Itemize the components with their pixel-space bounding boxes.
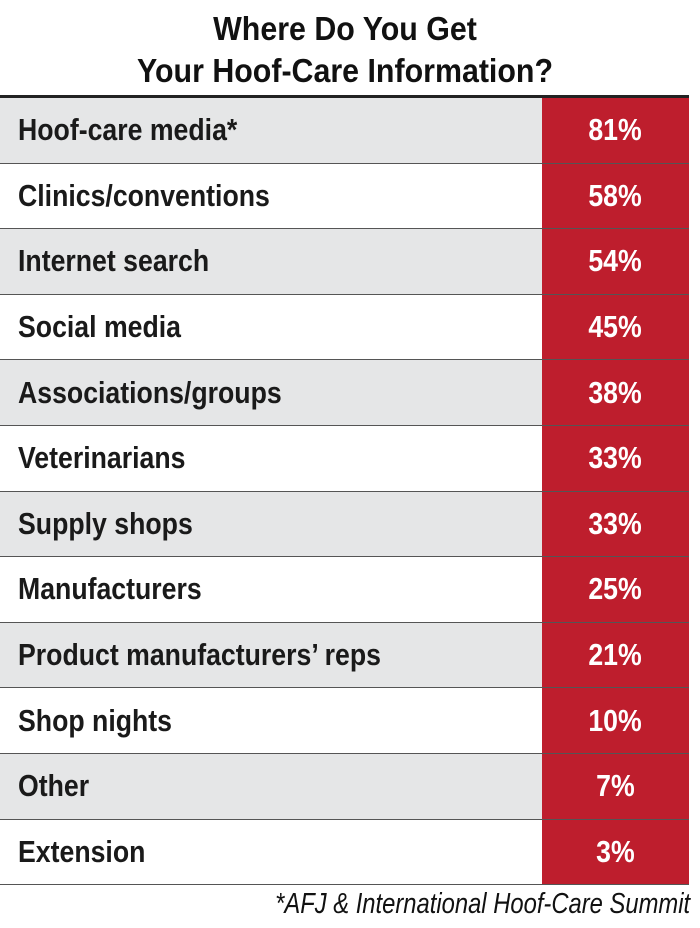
title-line-2: Your Hoof-Care Information? — [136, 52, 554, 89]
row-label: Veterinarians — [18, 440, 186, 476]
row-value: 21% — [588, 637, 643, 673]
row-label-cell: Product manufacturers’ reps — [0, 622, 542, 688]
row-label-cell: Supply shops — [0, 491, 542, 557]
row-value: 45% — [588, 309, 643, 345]
table-row: Social media 45% — [0, 294, 689, 361]
row-label: Internet search — [18, 243, 210, 279]
row-value: 33% — [588, 505, 643, 541]
row-value-cell: 33% — [542, 491, 689, 557]
row-label: Product manufacturers’ reps — [18, 637, 381, 673]
row-value: 81% — [588, 112, 643, 148]
table-row: Product manufacturers’ reps 21% — [0, 622, 689, 689]
row-label: Manufacturers — [18, 571, 202, 607]
row-label-cell: Other — [0, 753, 542, 819]
row-label: Extension — [18, 833, 146, 869]
row-label-cell: Veterinarians — [0, 426, 542, 491]
row-value-cell: 21% — [542, 622, 689, 688]
row-label: Supply shops — [18, 505, 193, 541]
row-value: 38% — [588, 374, 643, 410]
table-row: Supply shops 33% — [0, 491, 689, 558]
table-row: Extension 3% — [0, 819, 689, 886]
row-label-cell: Manufacturers — [0, 557, 542, 622]
row-label-cell: Associations/groups — [0, 360, 542, 425]
row-value: 10% — [588, 702, 643, 738]
row-value-cell: 45% — [542, 294, 689, 360]
row-label-cell: Social media — [0, 295, 542, 360]
row-label-cell: Clinics/conventions — [0, 164, 542, 229]
row-value: 54% — [588, 243, 643, 279]
row-value-cell: 54% — [542, 229, 689, 294]
row-value-cell: 33% — [542, 425, 689, 491]
row-label: Clinics/conventions — [18, 177, 270, 213]
data-table: Hoof-care media* 81% Clinics/conventions 58… — [0, 95, 689, 886]
row-label: Other — [18, 768, 90, 804]
row-value: 25% — [588, 571, 643, 607]
row-value-cell: 25% — [542, 557, 689, 622]
table-row: Veterinarians 33% — [0, 425, 689, 492]
row-value: 58% — [588, 177, 643, 213]
row-label: Associations/groups — [18, 374, 282, 410]
title-line-1: Where Do You Get — [213, 10, 477, 47]
row-value: 3% — [596, 833, 635, 869]
table-row: Hoof-care media* 81% — [0, 98, 689, 164]
row-value-cell: 7% — [542, 753, 689, 819]
row-value-cell: 38% — [542, 360, 689, 425]
row-label: Hoof-care media* — [18, 112, 238, 148]
row-value-cell: 81% — [542, 98, 689, 163]
table-row: Other 7% — [0, 753, 689, 820]
row-label: Social media — [18, 309, 181, 345]
footnote: *AFJ & International Hoof-Care Summit — [275, 888, 690, 920]
row-value: 33% — [588, 440, 643, 476]
row-label-cell: Shop nights — [0, 688, 542, 753]
row-label: Shop nights — [18, 702, 173, 738]
row-value-cell: 3% — [542, 819, 689, 885]
row-label-cell: Hoof-care media* — [0, 98, 542, 163]
table-row: Associations/groups 38% — [0, 360, 689, 426]
table-row: Manufacturers 25% — [0, 557, 689, 623]
row-value-cell: 58% — [542, 163, 689, 229]
table-row: Shop nights 10% — [0, 688, 689, 754]
chart-title: Where Do You Get Your Hoof-Care Informat… — [0, 8, 690, 92]
row-value: 7% — [596, 768, 635, 804]
table-row: Clinics/conventions 58% — [0, 163, 689, 230]
row-label-cell: Extension — [0, 820, 542, 885]
table-row: Internet search 54% — [0, 229, 689, 295]
row-label-cell: Internet search — [0, 229, 542, 294]
row-value-cell: 10% — [542, 688, 689, 753]
